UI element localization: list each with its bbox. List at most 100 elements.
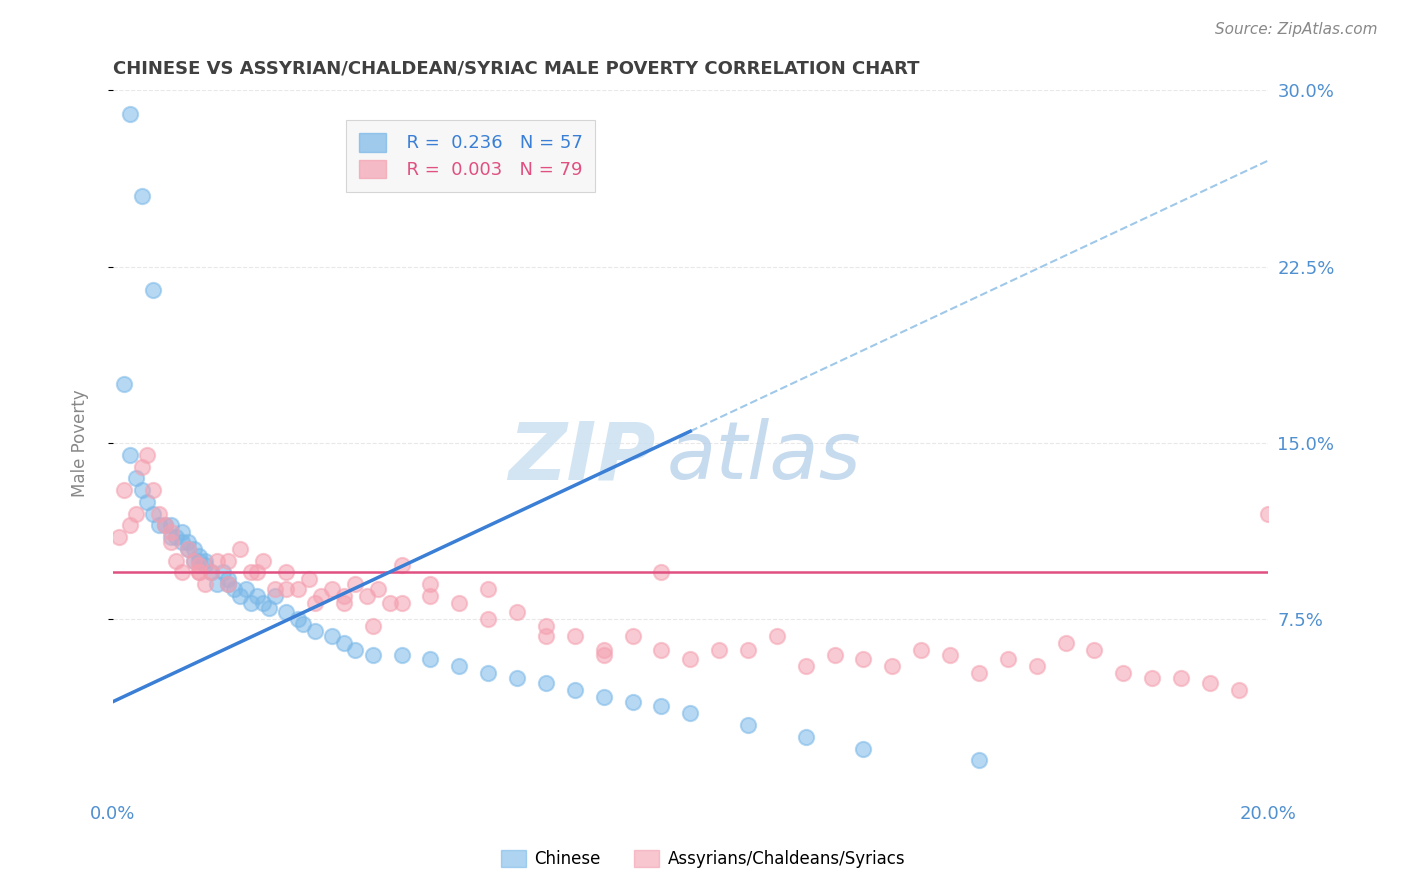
Point <box>506 671 529 685</box>
Point <box>1199 676 1222 690</box>
Point <box>737 643 759 657</box>
Point <box>107 530 129 544</box>
Point <box>707 643 730 657</box>
Point <box>477 582 499 596</box>
Point <box>159 534 181 549</box>
Point <box>188 558 211 573</box>
Point <box>153 518 176 533</box>
Point <box>224 582 246 596</box>
Point <box>172 566 194 580</box>
Point <box>194 558 217 573</box>
Point <box>274 582 297 596</box>
Point <box>183 541 205 556</box>
Point <box>200 566 222 580</box>
Point <box>534 676 557 690</box>
Point <box>252 553 274 567</box>
Point <box>534 629 557 643</box>
Point <box>419 577 441 591</box>
Point <box>592 648 614 662</box>
Point <box>298 573 321 587</box>
Point <box>153 518 176 533</box>
Point <box>177 541 200 556</box>
Point <box>136 448 159 462</box>
Point <box>292 617 315 632</box>
Point <box>159 530 181 544</box>
Point <box>356 589 378 603</box>
Point <box>534 619 557 633</box>
Point <box>852 741 875 756</box>
Point <box>419 589 441 603</box>
Point <box>165 530 187 544</box>
Point <box>1227 682 1250 697</box>
Point <box>188 566 211 580</box>
Point <box>997 652 1019 666</box>
Point <box>910 643 932 657</box>
Point <box>200 566 222 580</box>
Point <box>263 589 285 603</box>
Point <box>679 706 702 721</box>
Point <box>939 648 962 662</box>
Point <box>1054 636 1077 650</box>
Point <box>449 659 471 673</box>
Point <box>125 471 148 485</box>
Point <box>333 589 356 603</box>
Text: atlas: atlas <box>668 418 862 496</box>
Point <box>621 695 644 709</box>
Point <box>1112 666 1135 681</box>
Point <box>1025 659 1047 673</box>
Point <box>449 596 471 610</box>
Point <box>172 534 194 549</box>
Point <box>131 483 153 497</box>
Point <box>344 643 367 657</box>
Point <box>967 666 990 681</box>
Point <box>274 605 297 619</box>
Point <box>794 659 817 673</box>
Point <box>217 577 239 591</box>
Point <box>391 648 413 662</box>
Point <box>679 652 702 666</box>
Point <box>333 596 356 610</box>
Point <box>378 596 401 610</box>
Point <box>967 754 990 768</box>
Point <box>240 566 263 580</box>
Point <box>131 459 153 474</box>
Point <box>321 629 343 643</box>
Point <box>650 566 672 580</box>
Point <box>882 659 904 673</box>
Point <box>136 495 159 509</box>
Point <box>125 507 148 521</box>
Text: Source: ZipAtlas.com: Source: ZipAtlas.com <box>1215 22 1378 37</box>
Point <box>229 541 252 556</box>
Point <box>194 577 217 591</box>
Point <box>257 600 280 615</box>
Point <box>477 666 499 681</box>
Point <box>159 525 181 540</box>
Point <box>112 377 135 392</box>
Point <box>159 518 181 533</box>
Point <box>361 619 384 633</box>
Point <box>794 730 817 744</box>
Point <box>477 612 499 626</box>
Point <box>217 553 239 567</box>
Point <box>120 107 142 121</box>
Point <box>142 507 165 521</box>
Point <box>120 448 142 462</box>
Y-axis label: Male Poverty: Male Poverty <box>72 389 89 497</box>
Point <box>252 596 274 610</box>
Point <box>131 189 153 203</box>
Point <box>333 636 356 650</box>
Point <box>240 596 263 610</box>
Point <box>1257 507 1279 521</box>
Point <box>183 553 205 567</box>
Point <box>188 566 211 580</box>
Point <box>506 605 529 619</box>
Point <box>564 682 586 697</box>
Point <box>419 652 441 666</box>
Point <box>217 573 239 587</box>
Point <box>304 596 326 610</box>
Point <box>309 589 332 603</box>
Point <box>361 648 384 662</box>
Point <box>391 558 413 573</box>
Point <box>194 553 217 567</box>
Point <box>177 534 200 549</box>
